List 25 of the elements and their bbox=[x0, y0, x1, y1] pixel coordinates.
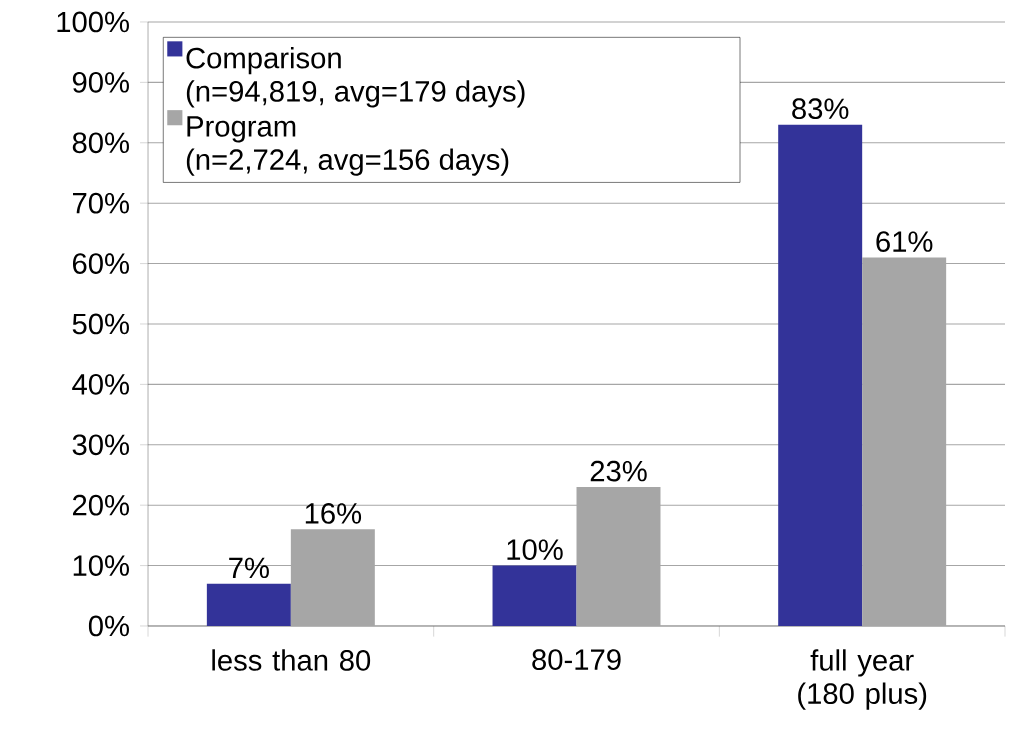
y-tick-label: 10% bbox=[73, 555, 129, 576]
x-tick-label: full year (180 plus) bbox=[798, 649, 927, 710]
data-label: 7% bbox=[229, 557, 269, 579]
legend-label: Comparison (n=94,819, avg=179 days) bbox=[186, 46, 525, 108]
data-label: 61% bbox=[876, 231, 933, 252]
y-tick-label: 30% bbox=[72, 434, 129, 456]
data-label: 16% bbox=[305, 503, 362, 524]
legend-label: Program (n=2,724, avg=156 days) bbox=[186, 116, 509, 176]
y-tick-label: 0% bbox=[88, 615, 129, 637]
y-tick-label: 70% bbox=[73, 192, 129, 214]
data-label: 83% bbox=[792, 98, 849, 120]
y-tick-label: 100% bbox=[57, 11, 129, 33]
y-tick-label: 20% bbox=[72, 494, 129, 516]
bar bbox=[492, 565, 577, 626]
y-tick-label: 90% bbox=[72, 72, 129, 93]
data-label: 23% bbox=[590, 460, 647, 482]
data-label: 10% bbox=[507, 539, 563, 560]
x-tick-label: less than 80 bbox=[212, 649, 371, 671]
bar bbox=[206, 583, 291, 626]
y-tick-label: 40% bbox=[72, 374, 129, 395]
y-tick-label: 80% bbox=[72, 132, 129, 154]
y-tick-label: 60% bbox=[72, 253, 129, 274]
bar bbox=[778, 124, 863, 626]
x-tick-label: 80-179 bbox=[532, 649, 621, 670]
y-tick-label: 50% bbox=[72, 313, 129, 335]
